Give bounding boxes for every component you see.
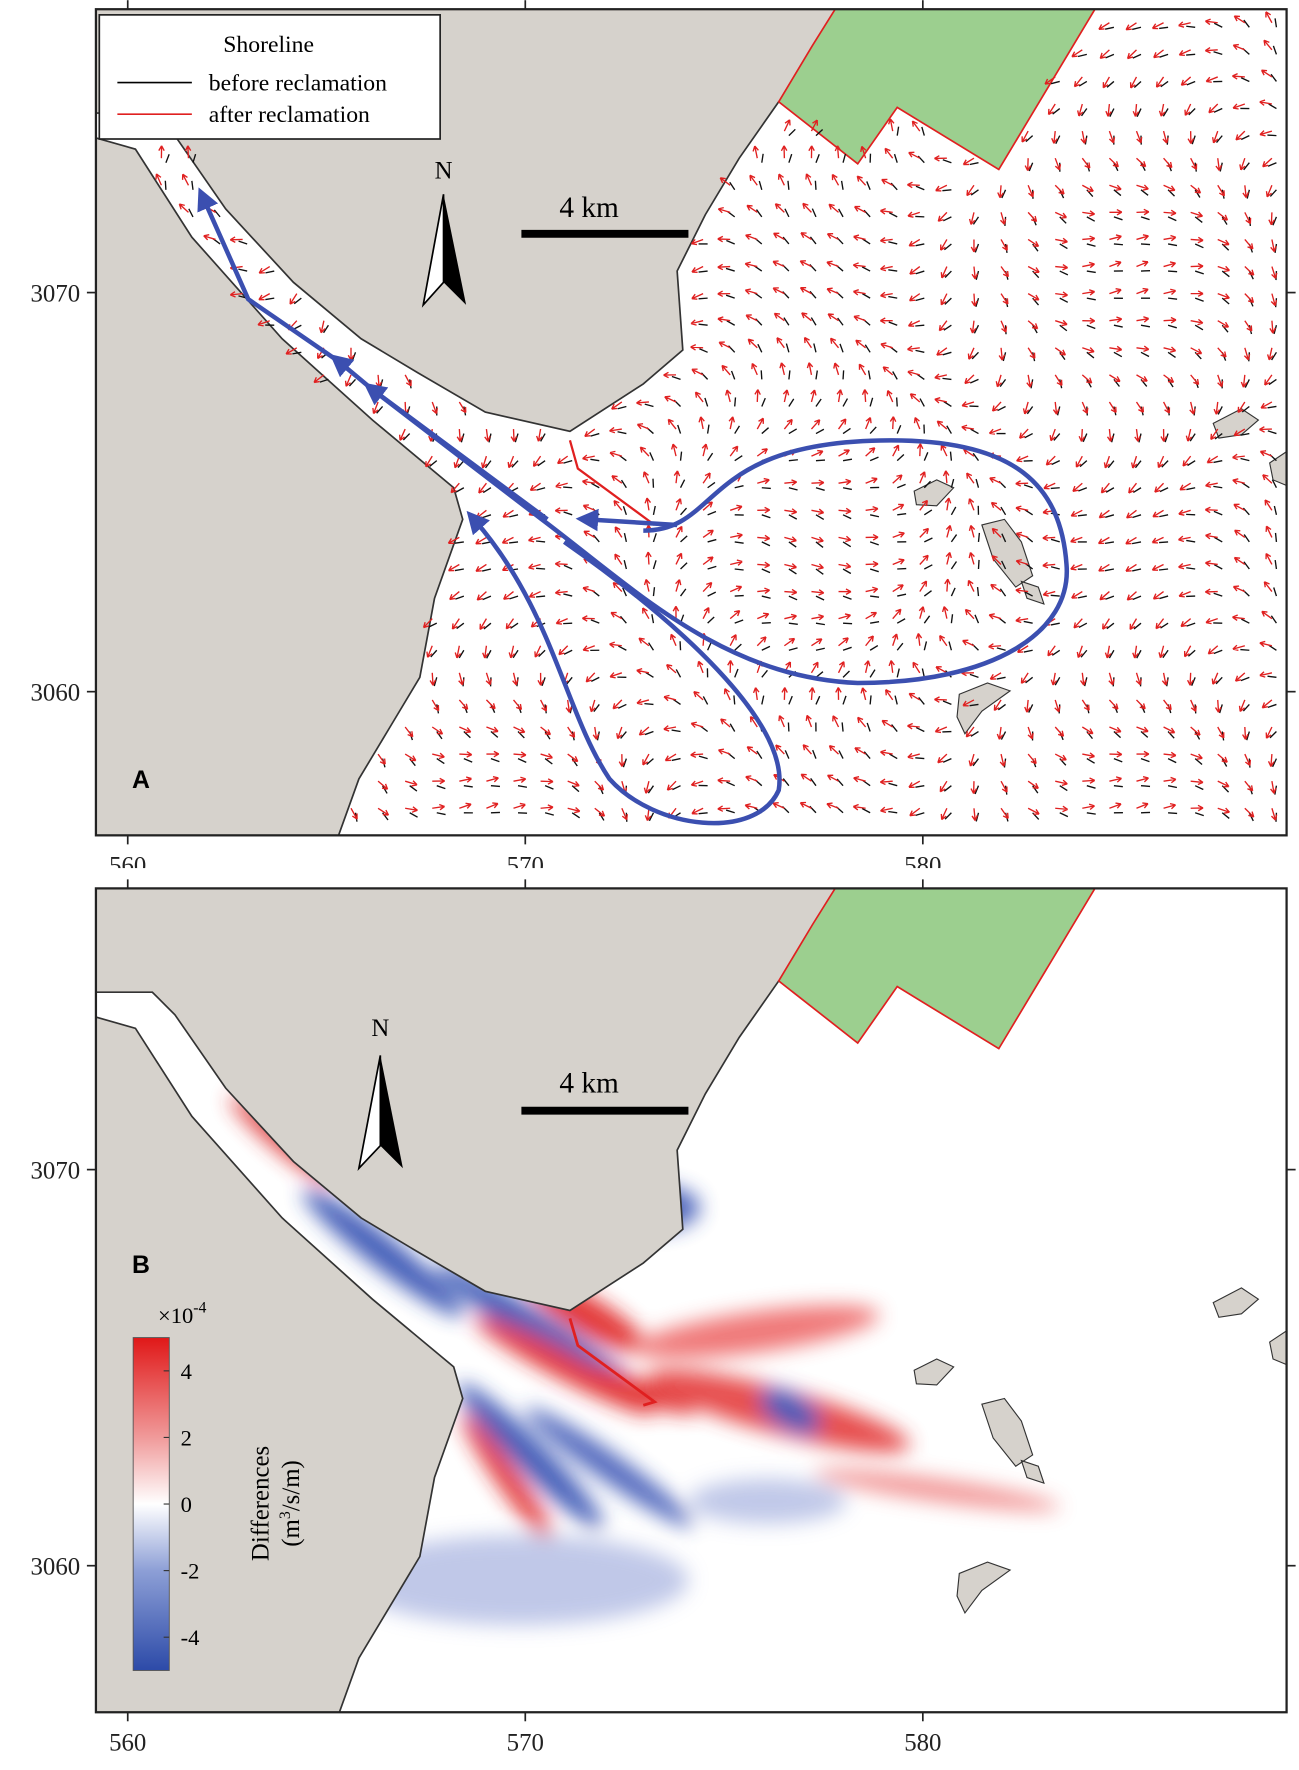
circulation-paths (197, 187, 1069, 826)
panel-b-map (95, 888, 1287, 1713)
colorbar-tick-label: 0 (181, 1492, 192, 1517)
north-arrow: N (421, 158, 467, 308)
x-tick-label: 580 (904, 1730, 941, 1757)
y-tick-label: 3060 (31, 680, 81, 707)
legend-title: Shoreline (223, 32, 314, 58)
panel-a-frame (94, 8, 1288, 837)
legend: Shoreline before reclamation after recla… (98, 14, 441, 140)
colorbar-multiplier: ×10-4 (158, 1300, 207, 1328)
axes-b: 560 570 580 3060 3070 (31, 879, 1296, 1757)
panel-label: B (132, 1252, 150, 1279)
reclamation-line (568, 440, 656, 526)
y-tick-label: 3060 (31, 1554, 81, 1581)
north-arrow: N (357, 1015, 403, 1171)
legend-label: before reclamation (209, 70, 387, 96)
colorbar-title: Differences (248, 1446, 275, 1561)
unit-rest: /s/m) (278, 1460, 305, 1511)
x-tick-label: 560 (109, 1730, 146, 1757)
scale-label: 4 km (559, 1068, 619, 1100)
colorbar-tick-label: 2 (181, 1425, 192, 1450)
panel-label: A (132, 767, 150, 794)
unit-power: 3 (277, 1511, 294, 1519)
colorbar-unit: (m3/s/m) (277, 1460, 305, 1547)
panel-b-frame (94, 887, 1288, 1714)
colorbar-tick-label: 4 (181, 1359, 192, 1384)
y-tick-label: 3070 (31, 281, 81, 308)
multiplier: ×10 (158, 1303, 193, 1328)
legend-box (98, 14, 441, 140)
scale-bar: 4 km (521, 192, 689, 238)
colorbar-gradient (132, 1337, 170, 1671)
scale-bar: 4 km (521, 1068, 689, 1115)
y-tick-label: 3070 (31, 1158, 81, 1185)
label-mask (0, 868, 1299, 887)
north-label: N (435, 158, 453, 185)
colorbar-tick-label: -4 (181, 1625, 200, 1650)
exponent: -4 (193, 1300, 206, 1317)
panel-a-map (95, 9, 1287, 836)
legend-label: after reclamation (209, 102, 370, 128)
reclamation-line (568, 1317, 658, 1407)
x-tick-label: 570 (507, 1730, 544, 1757)
colorbar-tick-label: -2 (181, 1559, 200, 1584)
vectors-after (105, 11, 1278, 821)
unit: (m (278, 1519, 305, 1547)
north-label: N (371, 1015, 389, 1042)
scale-label: 4 km (559, 192, 619, 224)
